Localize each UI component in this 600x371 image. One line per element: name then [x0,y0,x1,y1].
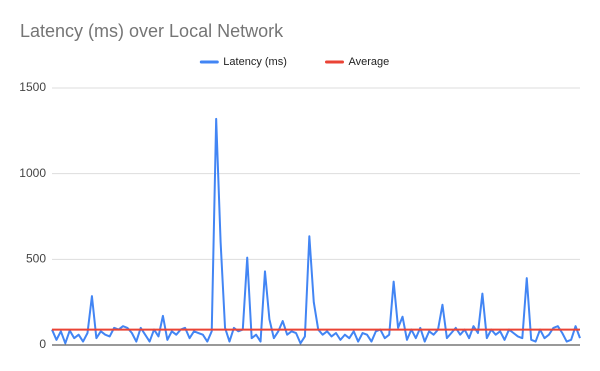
legend-label: Latency (ms) [223,56,287,68]
y-tick-label: 500 [26,252,46,266]
y-tick-label: 1500 [19,80,46,94]
y-tick-label: 1000 [19,166,46,180]
y-tick-label: 0 [39,337,46,351]
chart-title: Latency (ms) over Local Network [20,21,284,41]
legend-label: Average [349,56,390,68]
